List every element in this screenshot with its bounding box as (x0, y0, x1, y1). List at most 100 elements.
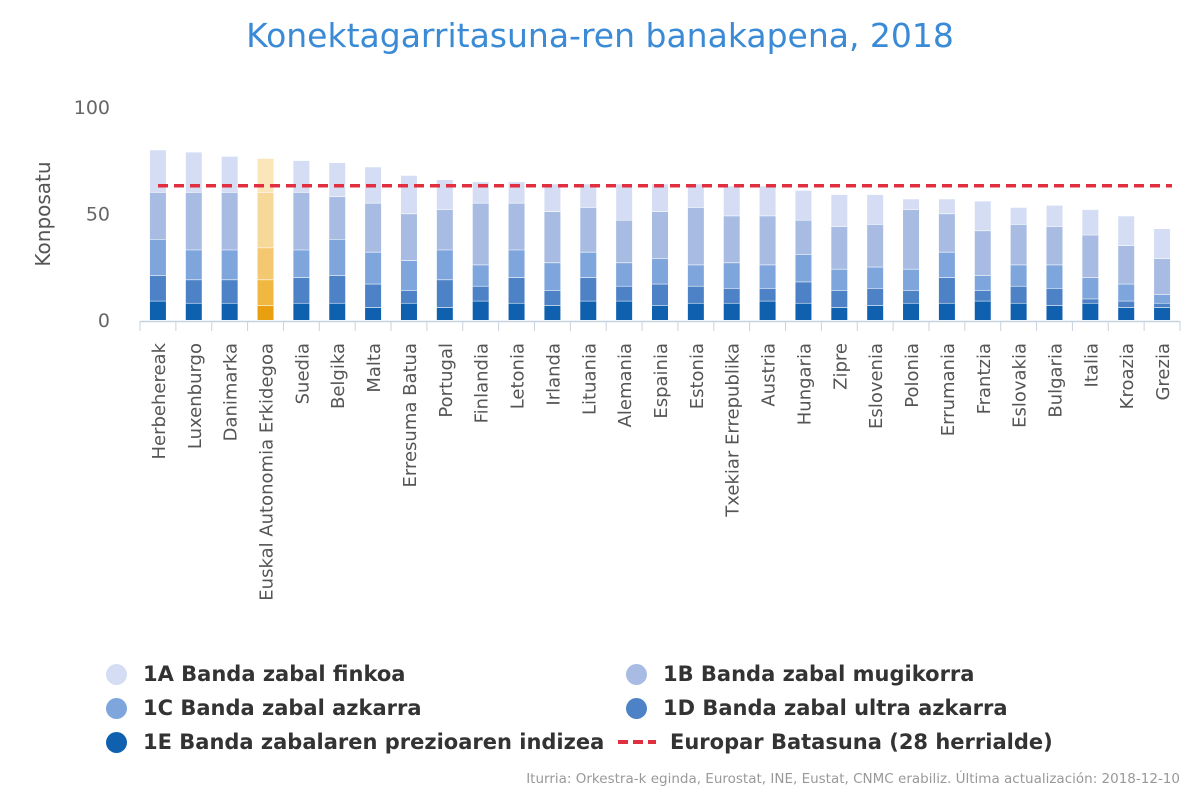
bar-segment-4[interactable] (436, 279, 453, 308)
bar-segment-4[interactable] (472, 285, 489, 301)
bar-segment-1[interactable] (974, 200, 991, 231)
bar-group[interactable] (903, 197, 920, 320)
bar-segment-1[interactable] (221, 155, 238, 193)
bar-group[interactable] (472, 180, 489, 320)
bar-segment-3[interactable] (365, 251, 382, 284)
bar-group[interactable] (1082, 208, 1099, 320)
bar-segment-1[interactable] (903, 198, 920, 210)
bar-group[interactable] (257, 157, 274, 320)
bar-group[interactable] (436, 178, 453, 320)
bar-segment-5[interactable] (795, 302, 812, 320)
bar-segment-1[interactable] (723, 185, 740, 216)
bar-segment-2[interactable] (831, 226, 848, 269)
bar-segment-4[interactable] (723, 288, 740, 303)
bar-segment-2[interactable] (938, 213, 955, 252)
bar-segment-5[interactable] (687, 302, 704, 320)
bar-segment-1[interactable] (759, 185, 776, 216)
bar-segment-2[interactable] (580, 207, 597, 252)
bar-group[interactable] (652, 183, 668, 320)
bar-segment-2[interactable] (867, 224, 884, 267)
bar-segment-3[interactable] (293, 249, 310, 278)
bar-group[interactable] (400, 174, 417, 320)
bar-segment-3[interactable] (329, 239, 346, 276)
bar-segment-5[interactable] (831, 307, 848, 320)
bar-group[interactable] (149, 149, 166, 320)
bar-segment-5[interactable] (1154, 307, 1171, 320)
bar-segment-3[interactable] (687, 264, 704, 286)
bar-segment-4[interactable] (795, 281, 812, 303)
bar-segment-5[interactable] (938, 302, 955, 320)
bar-segment-1[interactable] (1118, 215, 1135, 246)
bar-segment-4[interactable] (508, 277, 525, 303)
bar-segment-4[interactable] (1010, 285, 1027, 303)
bar-segment-1[interactable] (687, 183, 704, 208)
bar-segment-2[interactable] (185, 192, 202, 250)
bar-segment-2[interactable] (795, 219, 812, 254)
bar-segment-2[interactable] (687, 207, 704, 265)
bar-segment-2[interactable] (652, 211, 668, 259)
bar-segment-1[interactable] (257, 158, 274, 193)
bar-segment-1[interactable] (938, 198, 955, 214)
bar-segment-2[interactable] (508, 202, 525, 250)
bar-segment-3[interactable] (938, 251, 955, 278)
bar-segment-5[interactable] (400, 302, 417, 320)
bar-group[interactable] (938, 197, 955, 320)
bar-group[interactable] (508, 180, 525, 320)
bar-segment-4[interactable] (293, 277, 310, 303)
bar-segment-2[interactable] (1046, 226, 1063, 265)
bar-group[interactable] (616, 183, 633, 320)
bar-group[interactable] (365, 166, 382, 320)
bar-segment-5[interactable] (293, 302, 310, 320)
bar-segment-2[interactable] (974, 230, 991, 276)
bar-segment-5[interactable] (867, 305, 884, 320)
bar-segment-4[interactable] (400, 290, 417, 303)
bar-segment-3[interactable] (831, 268, 848, 291)
bar-segment-5[interactable] (1082, 302, 1099, 320)
bar-segment-2[interactable] (723, 215, 740, 263)
bar-segment-4[interactable] (149, 275, 166, 301)
bar-segment-4[interactable] (1082, 298, 1099, 303)
bar-segment-2[interactable] (436, 209, 453, 250)
bar-segment-5[interactable] (723, 302, 740, 320)
bar-group[interactable] (1010, 206, 1027, 320)
bar-segment-2[interactable] (616, 219, 633, 263)
bar-segment-2[interactable] (1010, 224, 1027, 265)
bar-group[interactable] (580, 183, 597, 320)
bar-segment-4[interactable] (544, 290, 561, 306)
bar-segment-5[interactable] (508, 302, 525, 320)
bar-segment-1[interactable] (400, 175, 417, 214)
bar-segment-3[interactable] (1010, 264, 1027, 286)
bar-segment-4[interactable] (903, 290, 920, 303)
bar-segment-5[interactable] (1010, 302, 1027, 320)
bar-group[interactable] (329, 161, 346, 320)
bar-segment-4[interactable] (1118, 300, 1135, 308)
bar-group[interactable] (795, 189, 812, 320)
bar-segment-4[interactable] (759, 288, 776, 301)
bar-segment-1[interactable] (329, 162, 346, 197)
bar-segment-1[interactable] (544, 183, 561, 212)
bar-segment-2[interactable] (903, 209, 920, 269)
bar-segment-2[interactable] (400, 213, 417, 261)
bar-segment-5[interactable] (580, 300, 597, 320)
bar-segment-3[interactable] (508, 249, 525, 278)
bar-segment-2[interactable] (149, 192, 166, 240)
bar-segment-2[interactable] (544, 211, 561, 263)
bar-segment-1[interactable] (185, 151, 202, 193)
bar-segment-5[interactable] (329, 302, 346, 320)
bar-segment-3[interactable] (1082, 277, 1099, 299)
bar-group[interactable] (723, 185, 740, 320)
bar-segment-5[interactable] (257, 305, 274, 320)
bar-segment-3[interactable] (436, 249, 453, 280)
bar-segment-3[interactable] (400, 260, 417, 291)
bar-segment-5[interactable] (759, 300, 776, 320)
bar-segment-3[interactable] (1118, 283, 1135, 301)
bar-segment-1[interactable] (149, 149, 166, 193)
bar-segment-3[interactable] (185, 249, 202, 280)
bar-group[interactable] (687, 183, 704, 320)
bar-segment-1[interactable] (795, 190, 812, 220)
bar-segment-3[interactable] (472, 264, 489, 286)
bar-segment-3[interactable] (903, 268, 920, 291)
bar-segment-4[interactable] (329, 275, 346, 303)
bar-segment-5[interactable] (185, 302, 202, 320)
bar-segment-3[interactable] (652, 258, 668, 284)
